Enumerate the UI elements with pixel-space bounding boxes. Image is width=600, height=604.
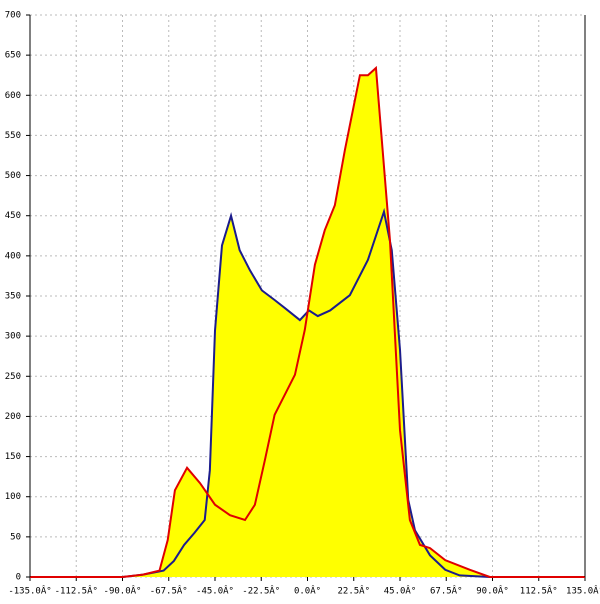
- x-tick-label: -135.0Â°: [8, 585, 51, 597]
- x-tick-label: -45.0Â°: [196, 585, 234, 597]
- x-tick-label: -112.5Â°: [55, 585, 98, 597]
- x-tick-label: 0.0Â°: [294, 585, 321, 597]
- x-tick-label: 112.5Â°: [520, 585, 558, 597]
- y-tick-label: 700: [5, 11, 21, 21]
- y-tick-label: 400: [5, 251, 21, 261]
- x-tick-label: 135.0Â°: [566, 585, 600, 597]
- y-tick-label: 500: [5, 171, 21, 181]
- y-tick-label: 200: [5, 412, 21, 422]
- y-tick-label: 0: [16, 573, 21, 583]
- y-tick-label: 50: [10, 532, 21, 542]
- y-tick-label: 150: [5, 452, 21, 462]
- series-line: [30, 65, 585, 578]
- x-tick-label: -22.5Â°: [242, 585, 280, 597]
- y-tick-label: 600: [5, 91, 21, 101]
- y-tick-label: 450: [5, 211, 21, 221]
- y-tick-label: 550: [5, 131, 21, 141]
- x-tick-label: 22.5Â°: [337, 585, 370, 597]
- y-tick-label: 300: [5, 332, 21, 342]
- y-tick-label: 250: [5, 372, 21, 382]
- series-line: [30, 207, 585, 578]
- x-tick-label: 45.0Â°: [384, 585, 417, 597]
- y-tick-label: 350: [5, 292, 21, 302]
- y-tick-label: 100: [5, 492, 21, 502]
- y-tick-label: 650: [5, 51, 21, 61]
- x-tick-label: 90.0Â°: [476, 585, 509, 597]
- area-fill: [30, 67, 585, 577]
- x-tick-label: 67.5Â°: [430, 585, 463, 597]
- x-tick-label: -67.5Â°: [150, 585, 188, 597]
- x-tick-label: -90.0Â°: [104, 585, 142, 597]
